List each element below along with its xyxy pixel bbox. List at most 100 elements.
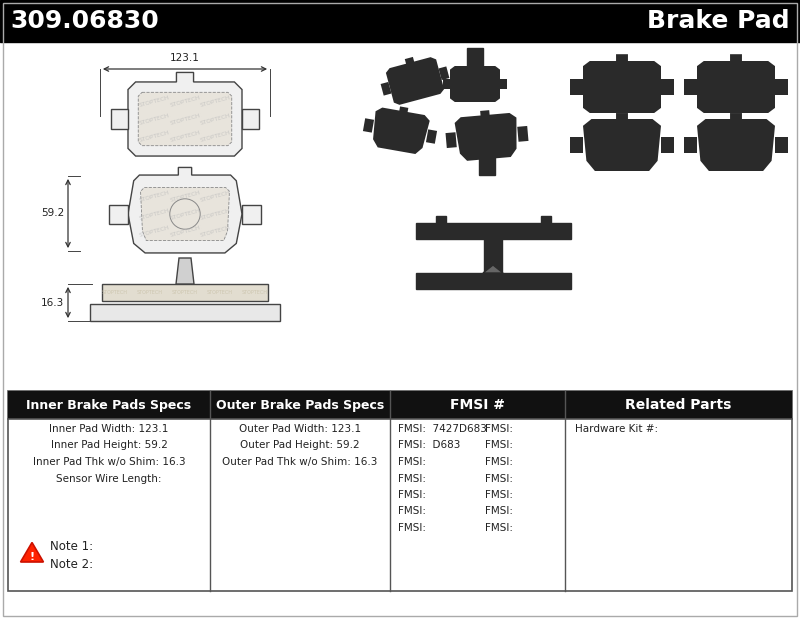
Text: STOPTECH: STOPTECH bbox=[138, 207, 170, 220]
Text: STOPTECH: STOPTECH bbox=[169, 207, 201, 220]
Text: FMSI:: FMSI: bbox=[485, 506, 513, 516]
Text: STOPTECH: STOPTECH bbox=[169, 129, 201, 142]
Polygon shape bbox=[128, 72, 242, 156]
Polygon shape bbox=[242, 204, 261, 223]
Text: Sensor Wire Length:: Sensor Wire Length: bbox=[56, 474, 162, 483]
Bar bbox=[541, 216, 550, 223]
Text: Inner Pad Width: 123.1: Inner Pad Width: 123.1 bbox=[50, 424, 169, 434]
Polygon shape bbox=[176, 258, 194, 284]
Polygon shape bbox=[438, 66, 450, 80]
Bar bbox=[90, 304, 280, 321]
Polygon shape bbox=[446, 132, 457, 148]
Text: 123.1: 123.1 bbox=[170, 53, 200, 63]
Text: STOPTECH: STOPTECH bbox=[138, 225, 170, 238]
Polygon shape bbox=[697, 113, 775, 171]
Bar bbox=[415, 223, 570, 239]
Polygon shape bbox=[570, 137, 583, 153]
Text: STOPTECH: STOPTECH bbox=[138, 95, 170, 108]
Bar bbox=[415, 273, 570, 289]
Polygon shape bbox=[583, 113, 661, 171]
Polygon shape bbox=[518, 126, 529, 142]
Text: 59.2: 59.2 bbox=[41, 209, 64, 219]
Bar bbox=[484, 239, 502, 273]
Text: STOPTECH: STOPTECH bbox=[138, 191, 170, 204]
Polygon shape bbox=[775, 137, 788, 153]
Text: STOPTECH: STOPTECH bbox=[138, 113, 170, 126]
Text: FMSI:: FMSI: bbox=[398, 457, 426, 467]
Polygon shape bbox=[138, 92, 232, 145]
Text: Inner Pad Thk w/o Shim: 16.3: Inner Pad Thk w/o Shim: 16.3 bbox=[33, 457, 186, 467]
Text: STOPTECH: STOPTECH bbox=[207, 290, 233, 295]
Polygon shape bbox=[386, 57, 444, 105]
Text: STOPTECH: STOPTECH bbox=[137, 290, 163, 295]
Bar bbox=[0, 0, 800, 42]
Text: Outer Brake Pads Specs: Outer Brake Pads Specs bbox=[216, 399, 384, 412]
Text: STOPTECH: STOPTECH bbox=[199, 191, 231, 204]
Polygon shape bbox=[697, 54, 775, 113]
Text: FMSI:: FMSI: bbox=[485, 441, 513, 451]
Polygon shape bbox=[661, 137, 674, 153]
Text: Brake Pad: Brake Pad bbox=[647, 9, 790, 33]
Polygon shape bbox=[109, 204, 128, 223]
Polygon shape bbox=[111, 108, 128, 129]
Bar bbox=[435, 216, 446, 223]
Text: Related Parts: Related Parts bbox=[626, 398, 732, 412]
Text: 16.3: 16.3 bbox=[41, 298, 64, 308]
Polygon shape bbox=[684, 79, 697, 95]
Polygon shape bbox=[141, 188, 230, 241]
Text: Outer Pad Width: 123.1: Outer Pad Width: 123.1 bbox=[239, 424, 361, 434]
Text: STOPTECH: STOPTECH bbox=[169, 95, 201, 108]
Polygon shape bbox=[583, 54, 661, 113]
Text: FMSI:: FMSI: bbox=[485, 474, 513, 483]
Text: FMSI:  D683: FMSI: D683 bbox=[398, 441, 460, 451]
Text: Hardware Kit #:: Hardware Kit #: bbox=[575, 424, 658, 434]
Text: STOPTECH: STOPTECH bbox=[172, 290, 198, 295]
Text: FMSI:: FMSI: bbox=[485, 457, 513, 467]
Text: FMSI:: FMSI: bbox=[398, 490, 426, 500]
Bar bbox=[467, 48, 483, 66]
Polygon shape bbox=[483, 265, 503, 273]
Text: STOPTECH: STOPTECH bbox=[169, 191, 201, 204]
Text: Note 2:: Note 2: bbox=[50, 558, 93, 571]
Polygon shape bbox=[450, 61, 500, 102]
Polygon shape bbox=[426, 129, 437, 144]
Text: FMSI:: FMSI: bbox=[485, 490, 513, 500]
Text: STOPTECH: STOPTECH bbox=[199, 129, 231, 142]
Text: STOPTECH: STOPTECH bbox=[199, 207, 231, 220]
Text: Outer Pad Height: 59.2: Outer Pad Height: 59.2 bbox=[240, 441, 360, 451]
Text: FMSI:  7427D683: FMSI: 7427D683 bbox=[398, 424, 487, 434]
Polygon shape bbox=[363, 118, 374, 132]
Polygon shape bbox=[454, 110, 517, 161]
Polygon shape bbox=[500, 79, 507, 89]
Text: STOPTECH: STOPTECH bbox=[138, 129, 170, 142]
Text: STOPTECH: STOPTECH bbox=[199, 113, 231, 126]
Text: FMSI:: FMSI: bbox=[398, 506, 426, 516]
Text: Inner Pad Height: 59.2: Inner Pad Height: 59.2 bbox=[50, 441, 167, 451]
Text: FMSI:: FMSI: bbox=[398, 523, 426, 533]
Text: FMSI:: FMSI: bbox=[485, 424, 513, 434]
Text: STOPTECH: STOPTECH bbox=[199, 225, 231, 238]
Text: STOPTECH: STOPTECH bbox=[169, 113, 201, 126]
Text: STOPTECH: STOPTECH bbox=[169, 225, 201, 238]
Polygon shape bbox=[775, 79, 788, 95]
Polygon shape bbox=[661, 79, 674, 95]
Circle shape bbox=[170, 199, 200, 229]
Polygon shape bbox=[443, 79, 450, 89]
Polygon shape bbox=[381, 82, 391, 95]
Text: 309.06830: 309.06830 bbox=[10, 9, 158, 33]
Bar bbox=[8, 391, 792, 419]
Text: Note 1:: Note 1: bbox=[50, 540, 93, 553]
Text: STOPTECH: STOPTECH bbox=[102, 290, 128, 295]
Polygon shape bbox=[21, 542, 43, 562]
Text: STOPTECH: STOPTECH bbox=[199, 95, 231, 108]
Polygon shape bbox=[128, 168, 242, 253]
Bar bbox=[8, 391, 792, 591]
Polygon shape bbox=[570, 79, 583, 95]
Polygon shape bbox=[242, 108, 259, 129]
Text: Inner Brake Pads Specs: Inner Brake Pads Specs bbox=[26, 399, 191, 412]
Bar bbox=[102, 284, 268, 301]
Polygon shape bbox=[373, 106, 430, 154]
Text: FMSI:: FMSI: bbox=[485, 523, 513, 533]
Bar bbox=[479, 157, 495, 175]
Text: FMSI #: FMSI # bbox=[450, 398, 505, 412]
